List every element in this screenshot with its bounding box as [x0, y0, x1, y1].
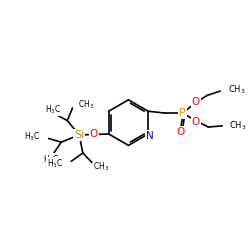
Text: O: O — [90, 130, 98, 140]
Text: CH$_3$: CH$_3$ — [230, 120, 247, 132]
Text: P: P — [179, 108, 186, 118]
Text: Si: Si — [74, 130, 84, 140]
Text: N: N — [146, 131, 154, 141]
Text: H$_3$C: H$_3$C — [46, 103, 62, 116]
Text: O: O — [192, 117, 200, 127]
Text: H$_3$C: H$_3$C — [24, 131, 40, 143]
Text: H$_3$C: H$_3$C — [44, 153, 60, 166]
Text: CH$_3$: CH$_3$ — [78, 99, 94, 112]
Text: CH$_3$: CH$_3$ — [228, 84, 246, 96]
Text: H$_3$C: H$_3$C — [46, 158, 63, 170]
Text: CH$_3$: CH$_3$ — [93, 160, 109, 173]
Text: O: O — [192, 97, 200, 107]
Text: O: O — [176, 127, 185, 137]
